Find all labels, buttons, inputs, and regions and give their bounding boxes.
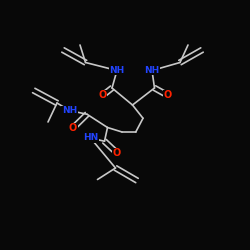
Text: NH: NH (144, 66, 160, 75)
Text: O: O (113, 148, 121, 158)
Text: O: O (98, 90, 106, 101)
Text: HN: HN (83, 134, 98, 142)
Text: NH: NH (62, 106, 77, 115)
Text: O: O (69, 123, 77, 133)
Text: O: O (164, 90, 172, 101)
Text: NH: NH (110, 66, 124, 75)
